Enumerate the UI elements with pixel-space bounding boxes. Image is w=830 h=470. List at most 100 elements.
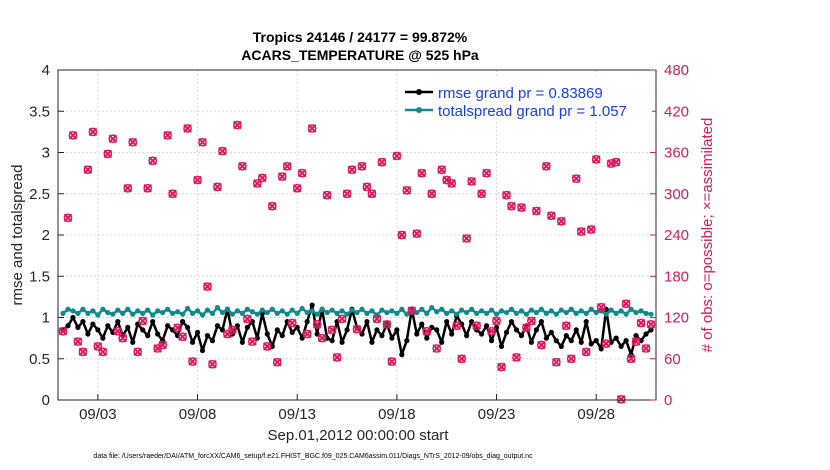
rmse-point [244, 324, 250, 330]
obs-assimilated-point [258, 173, 267, 183]
totalspread-point [140, 310, 146, 316]
obs-possible-point [307, 124, 317, 133]
obs-assimilated-point [362, 182, 372, 192]
obs-possible-point [143, 183, 153, 193]
obs-assimilated-point [198, 137, 207, 147]
obs-assimilated-stroke [502, 190, 511, 200]
rmse-point [394, 327, 400, 333]
totalspread-point [234, 308, 240, 314]
obs-possible-point [322, 190, 332, 200]
obs-possible-point [342, 189, 352, 199]
totalspread-point [170, 310, 176, 316]
obs-assimilated-stroke [258, 173, 267, 183]
y-tick-label: 0.5 [29, 351, 50, 368]
obs-assimilated-point [233, 120, 242, 130]
obs-assimilated-point [78, 347, 88, 357]
obs-assimilated-stroke [606, 159, 616, 168]
rmse-point [150, 319, 156, 325]
obs-assimilated-point [63, 213, 73, 223]
obs-assimilated-stroke [198, 137, 207, 147]
totalspread-point [493, 311, 500, 317]
obs-assimilated-stroke [636, 318, 646, 328]
obs-assimilated-point [492, 316, 501, 326]
obs-assimilated-point [347, 165, 357, 174]
obs-assimilated-point [58, 326, 68, 336]
obs-assimilated-stroke [457, 354, 466, 364]
obs-possible-point [63, 213, 73, 223]
obs-possible-point [282, 161, 292, 171]
obs-assimilated-point [457, 354, 466, 364]
obs-assimilated-point [477, 189, 486, 199]
totalspread-point [329, 307, 335, 313]
obs-assimilated-point [218, 146, 227, 156]
obs-assimilated-point [427, 189, 437, 199]
obs-assimilated-point [277, 172, 287, 181]
obs-possible-point [223, 329, 232, 339]
obs-assimilated-point [88, 127, 98, 137]
obs-assimilated-point [591, 155, 601, 164]
totalspread-point [314, 311, 320, 317]
obs-possible-point [537, 340, 546, 350]
obs-possible-point [542, 161, 551, 171]
obs-possible-point [561, 321, 571, 331]
axes: 0 0.5 1 1.5 2 2.5 3 3.5 4 0 60 120 180 240 300 360 420 48… [29, 62, 689, 423]
obs-assimilated-stroke [581, 347, 591, 357]
totalspread-point [488, 307, 495, 313]
rmse-point [419, 321, 425, 327]
obs-assimilated-stroke [272, 357, 282, 367]
obs-possible-point [616, 394, 626, 404]
obs-assimilated-stroke [297, 168, 307, 178]
obs-assimilated-stroke [611, 157, 621, 167]
obs-assimilated-stroke [73, 337, 83, 346]
totalspread-point [593, 309, 599, 316]
obs-assimilated-point [248, 337, 257, 346]
obs-assimilated-point [601, 339, 611, 348]
totalspread-point [199, 312, 206, 318]
totalspread-point [548, 308, 554, 314]
obs-assimilated-stroke [203, 282, 212, 291]
totalspread-point [189, 310, 196, 316]
obs-possible-point [58, 326, 68, 336]
obs-assimilated-point [561, 321, 571, 331]
obs-assimilated-stroke [138, 316, 148, 326]
y2-tick-label: 360 [664, 145, 689, 162]
obs-possible-point [382, 320, 392, 329]
obs-assimilated-point [98, 347, 108, 357]
obs-assimilated-point [367, 189, 377, 199]
obs-possible-point [417, 168, 427, 178]
obs-possible-point [287, 318, 297, 328]
obs-assimilated-point [297, 168, 307, 178]
obs-assimilated-stroke [193, 175, 202, 185]
obs-assimilated-stroke [427, 189, 437, 199]
obs-assimilated-stroke [337, 314, 347, 324]
rmse-point [125, 324, 131, 330]
totalspread-point [239, 310, 245, 316]
rmse-point [478, 331, 485, 337]
obs-assimilated-stroke [507, 201, 516, 211]
obs-assimilated-stroke [178, 332, 187, 342]
obs-assimilated-point [571, 174, 581, 183]
rmse-point [339, 339, 345, 345]
obs-assimilated-point [417, 168, 427, 178]
obs-assimilated-point [287, 318, 297, 328]
obs-assimilated-stroke [88, 127, 98, 137]
obs-assimilated-point [128, 137, 138, 147]
obs-assimilated-stroke [517, 203, 526, 212]
obs-possible-point [556, 216, 566, 226]
obs-possible-point [178, 332, 187, 342]
obs-assimilated-point [113, 326, 123, 336]
obs-possible-point [467, 177, 476, 186]
obs-possible-point [626, 354, 636, 364]
obs-assimilated-stroke [561, 321, 571, 331]
chart-title: Tropics 24146 / 24177 = 99.872% [253, 29, 468, 45]
obs-possible-point [332, 353, 342, 362]
rmse-point [643, 331, 649, 337]
obs-possible-point [168, 189, 177, 199]
totalspread-point [553, 311, 559, 317]
obs-possible-point [372, 314, 382, 324]
obs-assimilated-point [432, 344, 442, 353]
obs-assimilated-point [402, 186, 412, 195]
totalspread-point [434, 309, 440, 315]
rmse-point [70, 314, 76, 321]
totalspread-point [429, 305, 435, 311]
